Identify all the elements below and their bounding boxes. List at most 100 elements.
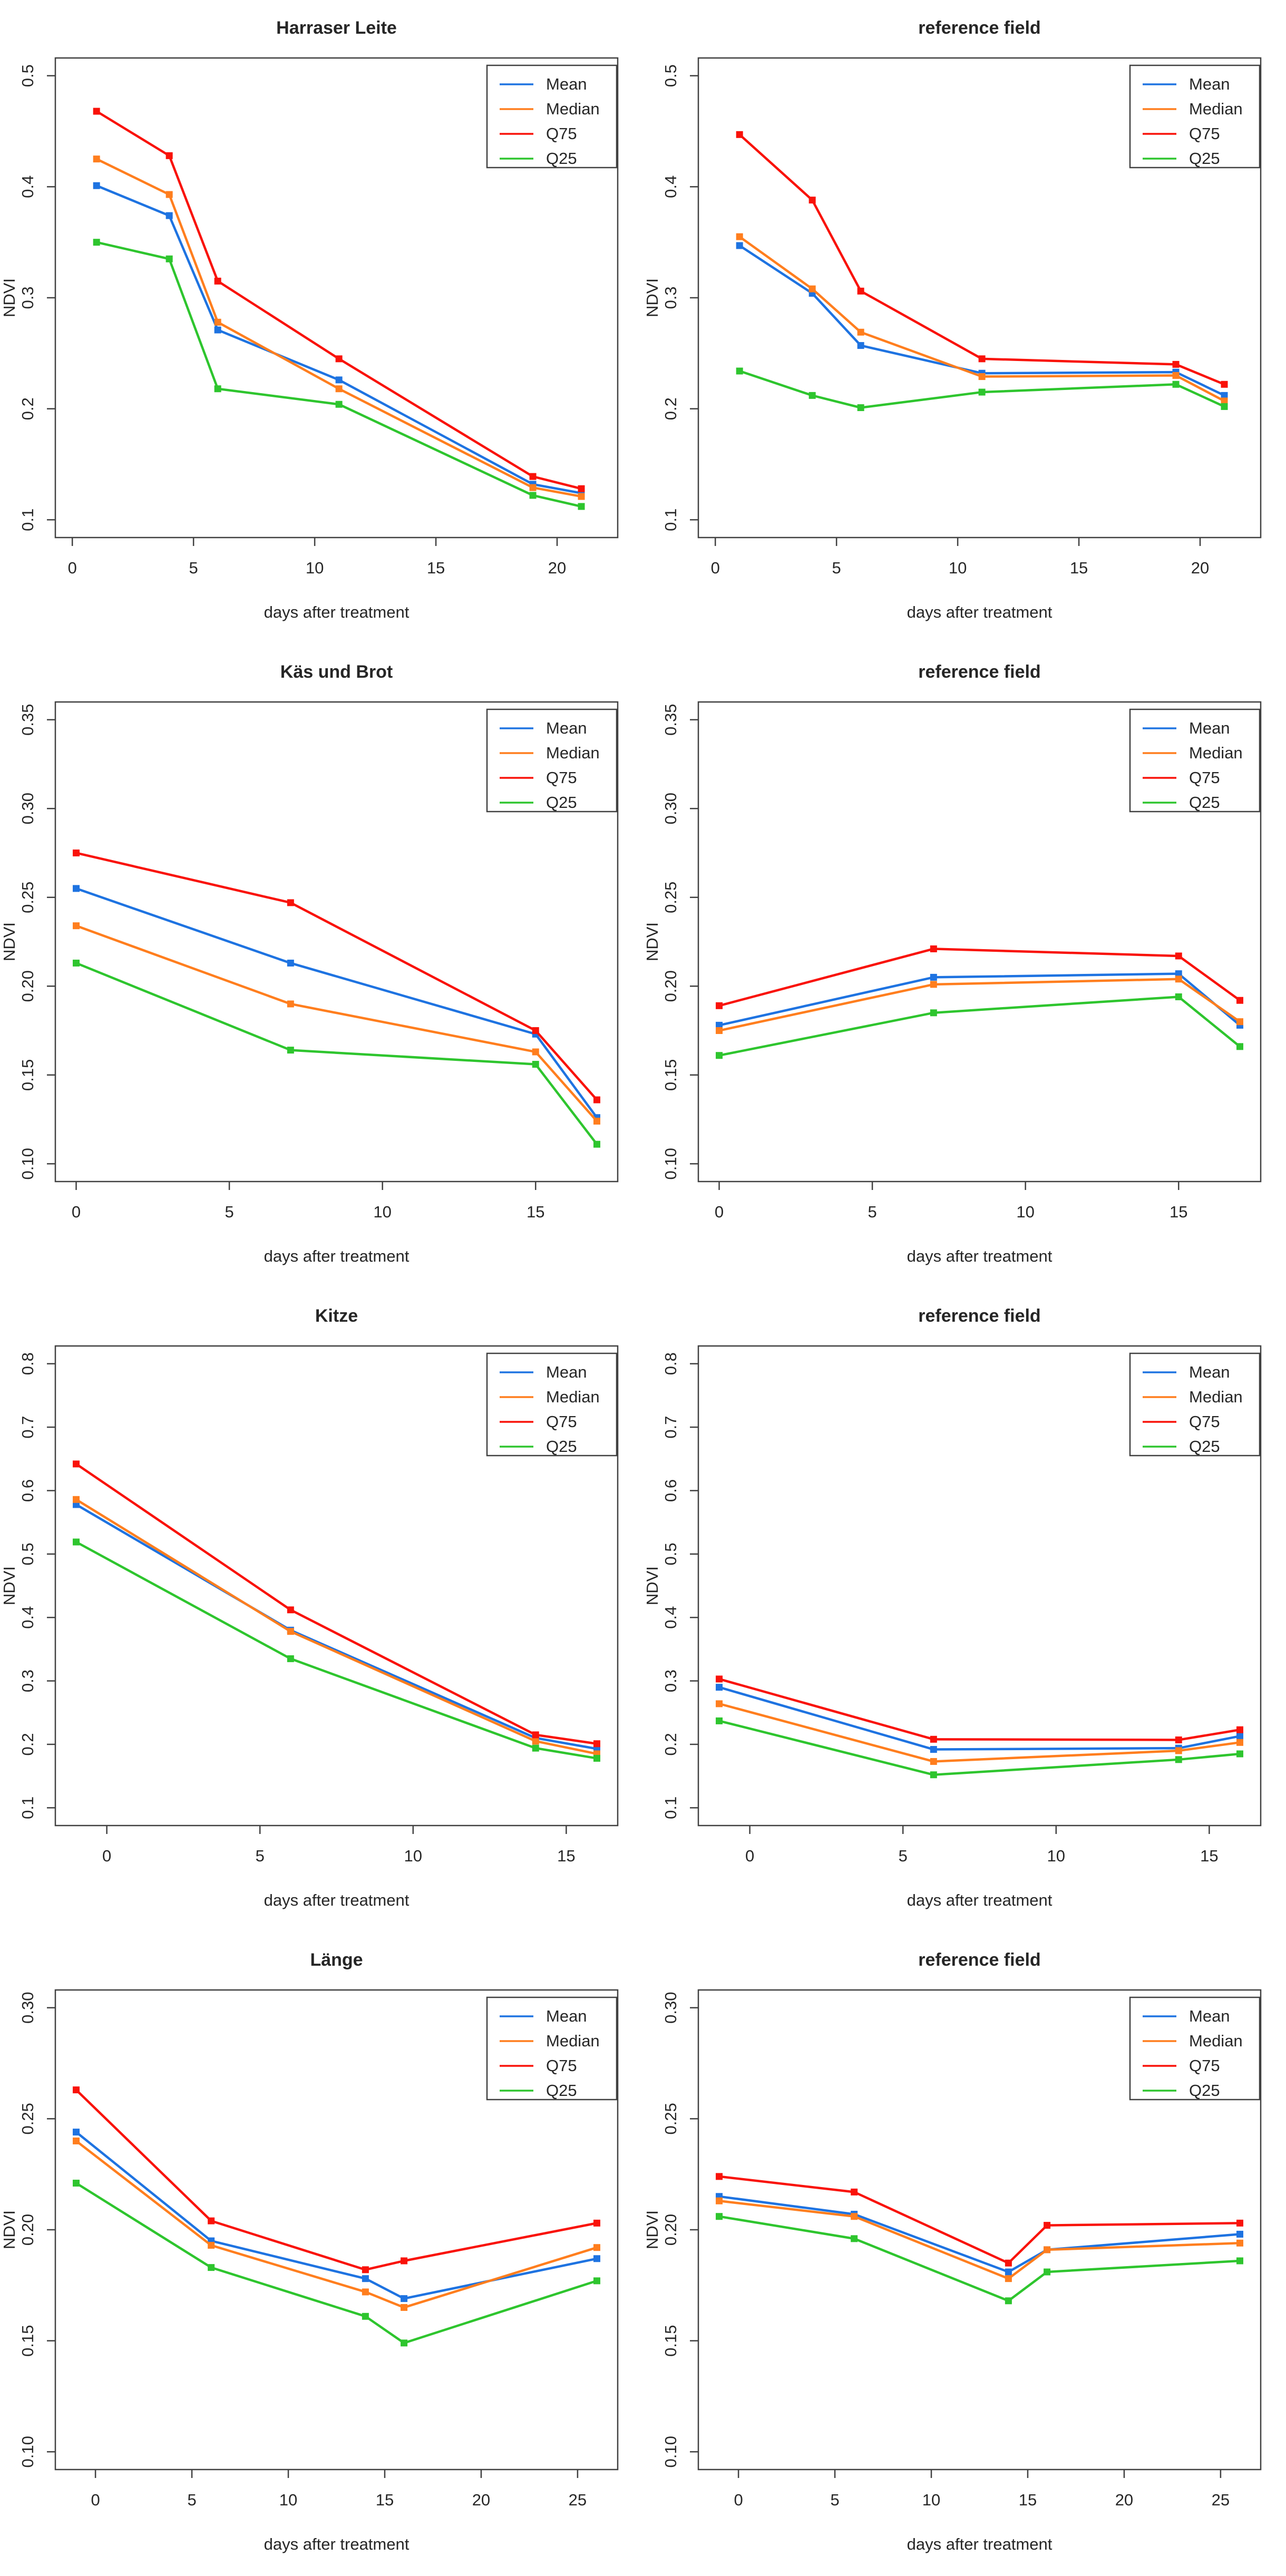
series-line-mean [96,184,582,494]
legend-label-q75: Q75 [1189,1412,1220,1431]
legend-label-mean: Mean [1189,719,1230,737]
legend-label-q75: Q75 [1189,124,1220,143]
series-line-q25 [739,369,1225,409]
data-point-marker-mean [716,1684,723,1691]
data-point-marker-q75 [287,899,294,906]
x-axis-label: days after treatment [907,1891,1053,1909]
chart-svg-6: Länge 0 5 10 15 20 25 0.10 0.15 0.20 0.25 0.30 days … [0,1950,619,2553]
x-tick-label: 10 [373,1203,391,1221]
chart-panel-6: Länge 0 5 10 15 20 25 0.10 0.15 0.20 0.25 0.30 days … [0,1932,643,2576]
data-point-marker-median [736,233,743,240]
x-axis-label: days after treatment [907,1247,1053,1265]
series-line-median [738,236,1225,402]
y-tick-label: 0.25 [18,2103,37,2134]
legend-box [1129,64,1261,169]
chart-title: Harraser Leite [276,18,397,38]
legend-box [486,708,618,813]
y-tick-label: 0.7 [18,1416,37,1439]
y-tick-label: 0.3 [661,286,680,309]
series-line-median [718,1702,1240,1763]
data-point-marker-median [1175,975,1182,983]
y-tick-label: 0.15 [18,1059,37,1091]
chart-title: reference field [918,1950,1040,1970]
legend-label-mean: Mean [1189,75,1230,93]
data-point-marker-median [1236,1018,1243,1026]
data-point-marker-median [857,328,864,336]
data-point-marker-median [716,1700,723,1707]
series-line-mean [718,1686,1240,1751]
legend: Mean Median Q75 Q25 [1129,1352,1261,1457]
legend-label-median: Median [546,744,600,762]
chart-svg-1: reference field 0 5 10 15 20 0.1 0.2 0.3 0.4 0.5 da… [643,18,1262,621]
data-point-marker-q75 [593,2219,600,2227]
data-point-marker-q75 [808,197,816,204]
series-line-mean [719,972,1241,1027]
legend-box [486,1352,618,1457]
x-tick-label: 10 [279,2491,297,2509]
plot-area [697,1345,1262,1827]
data-point-marker-q75 [593,1096,600,1104]
y-tick-label: 0.25 [18,882,37,913]
data-point-marker-q75 [1221,380,1228,388]
x-tick-label: 10 [404,1847,422,1865]
x-tick-label: 15 [557,1847,575,1865]
data-point-marker-q75 [401,2257,408,2265]
y-axis-label: NDVI [0,1566,18,1605]
x-tick-label: 5 [830,2491,839,2509]
data-point-marker-q25 [287,1655,294,1662]
x-tick-label: 5 [187,2491,196,2509]
data-point-marker-q75 [978,355,986,363]
data-point-marker-mean [1175,970,1182,978]
y-tick-label: 0.25 [661,882,680,913]
legend-label-median: Median [1189,744,1243,762]
legend-label-q75: Q75 [546,768,577,787]
data-point-marker-q75 [73,1460,80,1468]
data-point-marker-q75 [1175,952,1182,960]
x-axis-label: days after treatment [264,603,410,621]
y-tick-label: 0.5 [661,1543,680,1565]
chart-panel-5: reference field 0 5 10 15 0.1 0.2 0.3 0.4 0.5 0.6 0… [643,1288,1286,1932]
data-point-marker-median [1005,2275,1012,2282]
legend-box [1129,1352,1261,1457]
y-axis-label: NDVI [0,922,18,961]
x-axis-label: days after treatment [907,2535,1053,2553]
y-tick-label: 0.5 [661,64,680,87]
x-tick-label: 15 [527,1203,544,1221]
series-line-q25 [75,962,598,1145]
data-point-marker-q25 [808,392,816,399]
data-point-marker-q75 [857,287,864,295]
series-line-q75 [75,1463,597,1745]
data-point-marker-q75 [716,1675,723,1683]
legend-label-median: Median [546,2032,600,2050]
data-point-marker-mean [93,182,100,189]
series-line-q25 [75,1540,597,1760]
data-point-marker-q75 [1236,997,1243,1004]
legend-label-mean: Mean [1189,2007,1230,2025]
y-tick-label: 0.30 [661,793,680,824]
series-line-q75 [76,852,598,1101]
x-tick-label: 0 [745,1847,754,1865]
legend-label-median: Median [1189,1388,1243,1406]
data-point-marker-q25 [1236,1043,1243,1050]
data-point-marker-median [529,484,537,491]
y-tick-label: 0.20 [18,2214,37,2246]
legend-label-mean: Mean [546,2007,587,2025]
data-point-marker-q25 [165,255,173,262]
data-point-marker-median [1221,397,1228,405]
legend-box [1129,1996,1261,2101]
legend-label-q75: Q75 [546,124,577,143]
y-tick-label: 0.15 [18,2325,37,2356]
x-tick-label: 25 [569,2491,587,2509]
data-point-marker-mean [1005,2268,1012,2276]
data-point-marker-median [808,285,816,292]
series-line-q25 [718,1720,1240,1776]
legend-label-median: Median [1189,2032,1243,2050]
plot-area [54,701,619,1183]
series-line-q25 [719,2215,1240,2302]
y-tick-label: 0.35 [18,704,37,736]
legend-label-q25: Q25 [546,149,577,168]
legend-label-q25: Q25 [546,793,577,812]
x-tick-label: 15 [1170,1203,1187,1221]
data-point-marker-q25 [930,1009,937,1017]
